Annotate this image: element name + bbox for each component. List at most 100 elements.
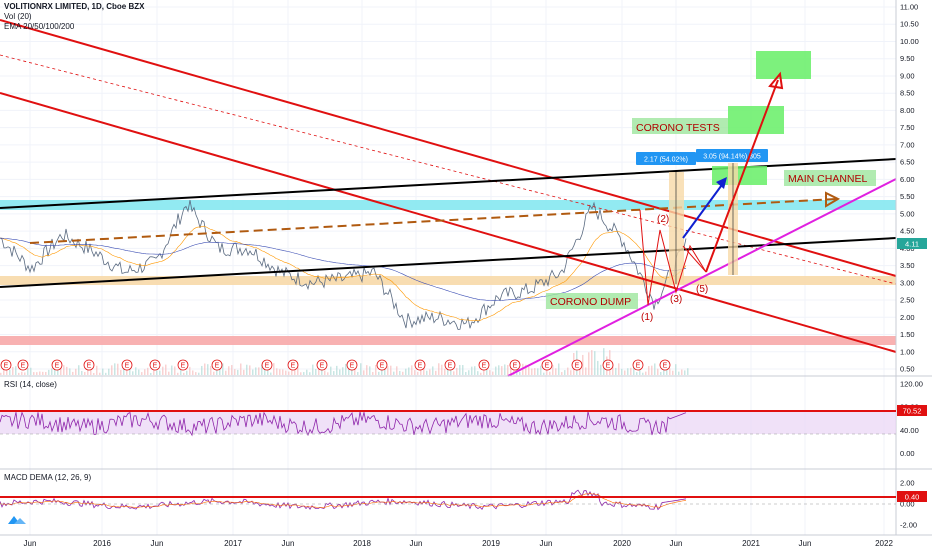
wave5-connector — [682, 245, 707, 273]
rsi-tick-label: 120.00 — [900, 380, 923, 389]
price-tick-label: 9.00 — [900, 71, 915, 80]
time-tick-label: 2018 — [353, 539, 371, 548]
volume-bar — [483, 367, 485, 375]
volume-bar — [12, 367, 14, 375]
macd-legend[interactable]: MACD DEMA (12, 26, 9) — [4, 473, 91, 483]
earnings-marker-icon — [17, 359, 29, 371]
volume-bar — [72, 371, 74, 375]
volume-bar — [201, 365, 203, 375]
price-tick-label: 2.50 — [900, 296, 915, 305]
volume-bar — [423, 367, 425, 375]
volume-bar — [567, 367, 569, 375]
volume-bar — [345, 363, 347, 375]
volume-bar — [480, 372, 482, 375]
volume-bar — [120, 369, 122, 375]
earnings-marker-label: E — [606, 363, 611, 370]
volume-bar — [171, 365, 173, 375]
rsi-legend[interactable]: RSI (14, close) — [4, 380, 57, 390]
earnings-marker-icon — [149, 359, 161, 371]
volume-bar — [39, 371, 41, 375]
volume-bar — [348, 369, 350, 375]
volume-bar — [123, 363, 125, 375]
brown-arrow-head — [825, 191, 841, 208]
earnings-marker-icon — [478, 359, 490, 371]
volume-bar — [378, 371, 380, 375]
time-tick-label: 2021 — [742, 539, 760, 548]
volume-bar — [78, 365, 80, 375]
volume-bar — [162, 366, 164, 375]
earnings-marker-icon — [659, 359, 671, 371]
earnings-marker-label: E — [663, 363, 668, 370]
volume-bar — [27, 368, 29, 375]
earnings-marker-icon — [444, 359, 456, 371]
volume-bar — [141, 372, 143, 375]
volume-bar — [48, 369, 50, 375]
volume-bar — [75, 368, 77, 375]
price-tick-label: 10.50 — [900, 20, 919, 29]
earnings-marker-label: E — [350, 363, 355, 370]
macd-line — [0, 489, 687, 511]
volume-bar — [42, 371, 44, 375]
volume-bar — [81, 370, 83, 375]
volume-bar — [165, 364, 167, 375]
time-tick-label: 2020 — [613, 539, 631, 548]
volume-bar — [648, 366, 650, 375]
volume-bar — [228, 366, 230, 375]
main-channel-bg — [784, 170, 876, 186]
volume-bar — [654, 363, 656, 375]
volume-bar — [306, 369, 308, 375]
volume-bar — [252, 369, 254, 375]
volume-indicator-label[interactable]: Vol (20) — [4, 12, 32, 21]
volume-bar — [207, 364, 209, 375]
volume-bar — [315, 368, 317, 375]
volume-bar — [231, 365, 233, 375]
volume-bar — [384, 368, 386, 375]
earnings-marker-label: E — [448, 363, 453, 370]
volume-bar — [507, 365, 509, 375]
volume-bar — [150, 372, 152, 375]
volume-bar — [525, 364, 527, 375]
price-tick-label: 2.00 — [900, 313, 915, 322]
volume-bar — [558, 363, 560, 375]
volume-bar — [60, 368, 62, 375]
volume-bar — [330, 366, 332, 375]
volume-bar — [342, 367, 344, 375]
volume-bar — [282, 369, 284, 375]
volume-bar — [465, 372, 467, 375]
volume-bar — [426, 370, 428, 375]
volume-bar — [441, 364, 443, 375]
volume-bar — [495, 366, 497, 375]
volume-bar — [312, 364, 314, 375]
volume-bar — [99, 372, 101, 375]
volume-bar — [657, 368, 659, 375]
time-tick-label: Jun — [24, 539, 37, 548]
measure-box-1 — [669, 172, 684, 284]
price-tick-label: 1.00 — [900, 347, 915, 356]
price-tick-label: 10.00 — [900, 37, 919, 46]
volume-bar — [132, 371, 134, 375]
volume-bar — [687, 368, 689, 375]
earnings-marker-icon — [261, 359, 273, 371]
volume-bar — [270, 372, 272, 375]
last-price-badge-bg — [897, 238, 927, 249]
time-tick-label: 2022 — [875, 539, 893, 548]
volume-bar — [186, 370, 188, 375]
earnings-marker-icon — [509, 359, 521, 371]
symbol-title[interactable]: VOLITIONRX LIMITED, 1D, Cboe BZX — [4, 2, 145, 11]
volume-bar — [63, 365, 65, 375]
volume-bar — [363, 370, 365, 375]
price-tick-label: 0.50 — [900, 365, 915, 374]
volume-bar — [84, 371, 86, 375]
price-tick-label: 3.00 — [900, 278, 915, 287]
volume-bar — [501, 366, 503, 375]
earnings-marker-label: E — [55, 363, 60, 370]
ema-indicator-label[interactable]: EMA 20/50/100/200 — [4, 22, 75, 31]
earnings-marker-icon — [541, 359, 553, 371]
volume-bar — [240, 363, 242, 375]
volume-bar — [318, 366, 320, 375]
volume-bar — [96, 365, 98, 375]
price-tick-label: 5.50 — [900, 192, 915, 201]
volume-bar — [174, 366, 176, 375]
wave-1-label: (1) — [641, 312, 653, 323]
